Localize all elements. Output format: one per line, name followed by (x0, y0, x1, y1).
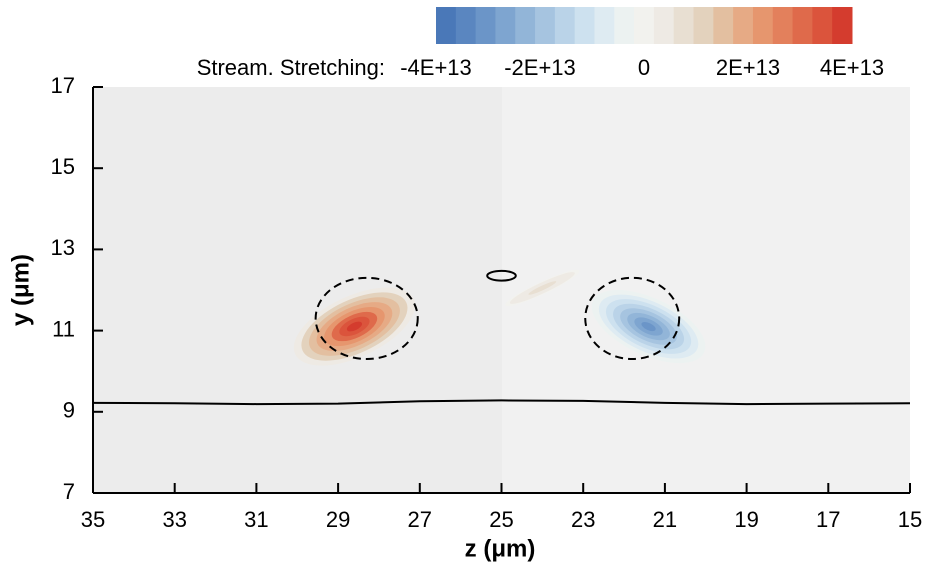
field-blob-shade (346, 321, 363, 332)
x-tick-label: 17 (816, 507, 840, 532)
colorbar-swatch (515, 7, 536, 44)
colorbar-swatch (455, 7, 477, 44)
colorbar-swatch (594, 7, 615, 44)
colorbar-swatch (436, 7, 457, 44)
x-tick-label: 21 (653, 507, 677, 532)
colorbar-swatch (574, 7, 595, 44)
y-tick-label: 17 (51, 73, 75, 98)
x-tick-label: 29 (326, 507, 350, 532)
colorbar-swatch (535, 7, 556, 44)
contour-line (314, 276, 419, 361)
colorbar-swatch (673, 7, 695, 44)
colorbar-swatch (713, 7, 734, 44)
x-tick-label: 25 (489, 507, 513, 532)
x-tick-label: 33 (162, 507, 186, 532)
wall-line (92, 399, 911, 406)
x-tick-label: 23 (571, 507, 595, 532)
colorbar-swatch (792, 7, 813, 44)
colorbar-swatch (495, 7, 516, 44)
y-tick-label: 7 (63, 479, 75, 504)
field-blob-shade (537, 285, 547, 291)
contour-line (486, 269, 517, 282)
colorbar-swatch (693, 7, 714, 44)
y-tick-label: 13 (51, 235, 75, 260)
colorbar-tick-label: 4E+13 (820, 55, 884, 80)
colorbar-swatch (772, 7, 794, 44)
x-tick-label: 35 (81, 507, 105, 532)
y-tick-label: 15 (51, 154, 75, 179)
x-tick-label: 15 (898, 507, 922, 532)
colorbar-label: Stream. Stretching: (197, 55, 385, 80)
colorbar-swatch (475, 7, 496, 44)
x-tick-label: 19 (734, 507, 758, 532)
x-tick-label: 31 (244, 507, 268, 532)
contour-line (584, 276, 681, 361)
colorbar-swatch (554, 7, 576, 44)
colorbar-swatch (634, 7, 655, 44)
y-tick-label: 9 (63, 398, 75, 423)
y-axis-label: y (μm) (7, 254, 34, 326)
y-tick-label: 11 (52, 316, 75, 341)
colorbar-swatch (614, 7, 635, 44)
x-tick-label: 27 (408, 507, 432, 532)
colorbar-swatch (752, 7, 774, 44)
field-blob-shade (641, 321, 656, 332)
colorbar-swatch (653, 7, 675, 44)
colorbar-tick-label: -4E+13 (400, 55, 472, 80)
colorbar-tick-label: -2E+13 (504, 55, 576, 80)
colorbar-swatch (832, 7, 853, 44)
colorbar-tick-label: 0 (638, 55, 650, 80)
plot-bg-left (93, 87, 502, 493)
colorbar-swatch (733, 7, 754, 44)
colorbar-swatch (812, 7, 833, 44)
colorbar-tick-label: 2E+13 (716, 55, 780, 80)
plot-bg-right (502, 87, 910, 493)
x-axis-label: z (μm) (465, 535, 536, 562)
